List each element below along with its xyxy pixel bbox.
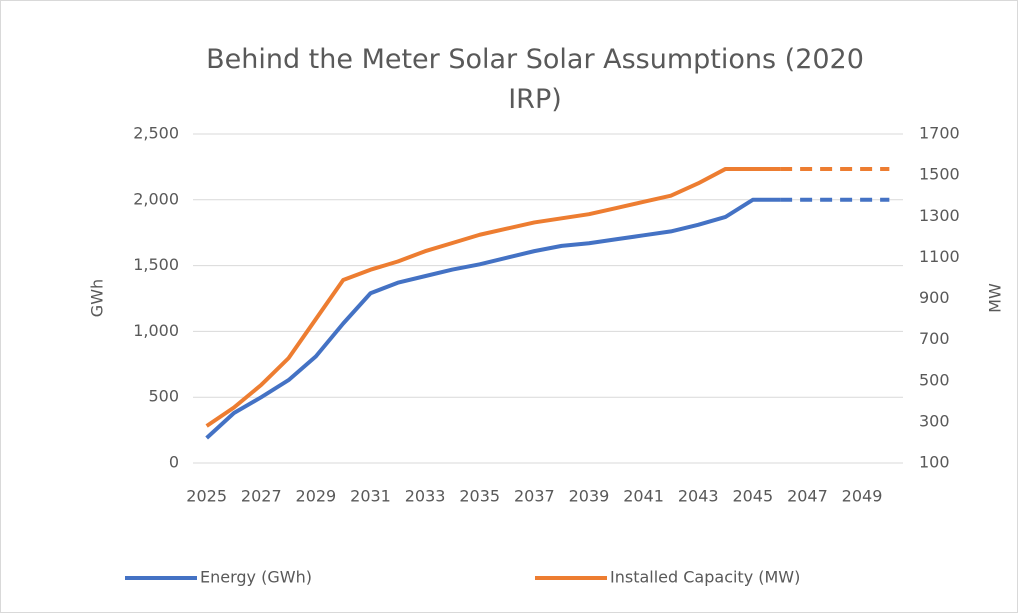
legend-label: Installed Capacity (MW) xyxy=(610,568,800,587)
x-tick-label: 2029 xyxy=(296,487,337,506)
y-axis-label: GWh xyxy=(88,279,107,317)
x-tick-label: 2047 xyxy=(787,487,828,506)
x-tick-label: 2031 xyxy=(350,487,391,506)
x-tick-label: 2025 xyxy=(186,487,227,506)
y-tick-label: 500 xyxy=(148,387,179,406)
y2-tick-label: 900 xyxy=(919,288,950,307)
y-tick-label: 0 xyxy=(169,453,179,472)
y-tick-label: 2,000 xyxy=(133,189,179,208)
chart-title: Behind the Meter Solar Solar Assumptions… xyxy=(206,44,864,115)
y2-tick-label: 700 xyxy=(919,329,950,348)
y2-axis-label: MW xyxy=(986,283,1005,313)
legend-label: Energy (GWh) xyxy=(200,568,312,587)
y2-tick-label: 100 xyxy=(919,453,950,472)
series-line xyxy=(205,197,781,440)
x-tick-label: 2049 xyxy=(842,487,883,506)
y2-tick-label: 500 xyxy=(919,370,950,389)
y2-tick-label: 1100 xyxy=(919,247,960,266)
series-line xyxy=(205,166,781,428)
x-tick-label: 2037 xyxy=(514,487,555,506)
y2-tick-label: 300 xyxy=(919,411,950,430)
y-tick-label: 1,500 xyxy=(133,255,179,274)
x-tick-label: 2039 xyxy=(569,487,610,506)
y-tick-label: 2,500 xyxy=(133,124,179,143)
y2-tick-label: 1700 xyxy=(919,124,960,143)
x-tick-label: 2027 xyxy=(241,487,282,506)
x-tick-label: 2043 xyxy=(678,487,719,506)
y-tick-label: 1,000 xyxy=(133,321,179,340)
y2-tick-label: 1500 xyxy=(919,165,960,184)
x-tick-label: 2045 xyxy=(732,487,773,506)
x-tick-label: 2033 xyxy=(405,487,446,506)
x-tick-label: 2035 xyxy=(459,487,500,506)
x-tick-label: 2041 xyxy=(623,487,664,506)
y2-tick-label: 1300 xyxy=(919,206,960,225)
